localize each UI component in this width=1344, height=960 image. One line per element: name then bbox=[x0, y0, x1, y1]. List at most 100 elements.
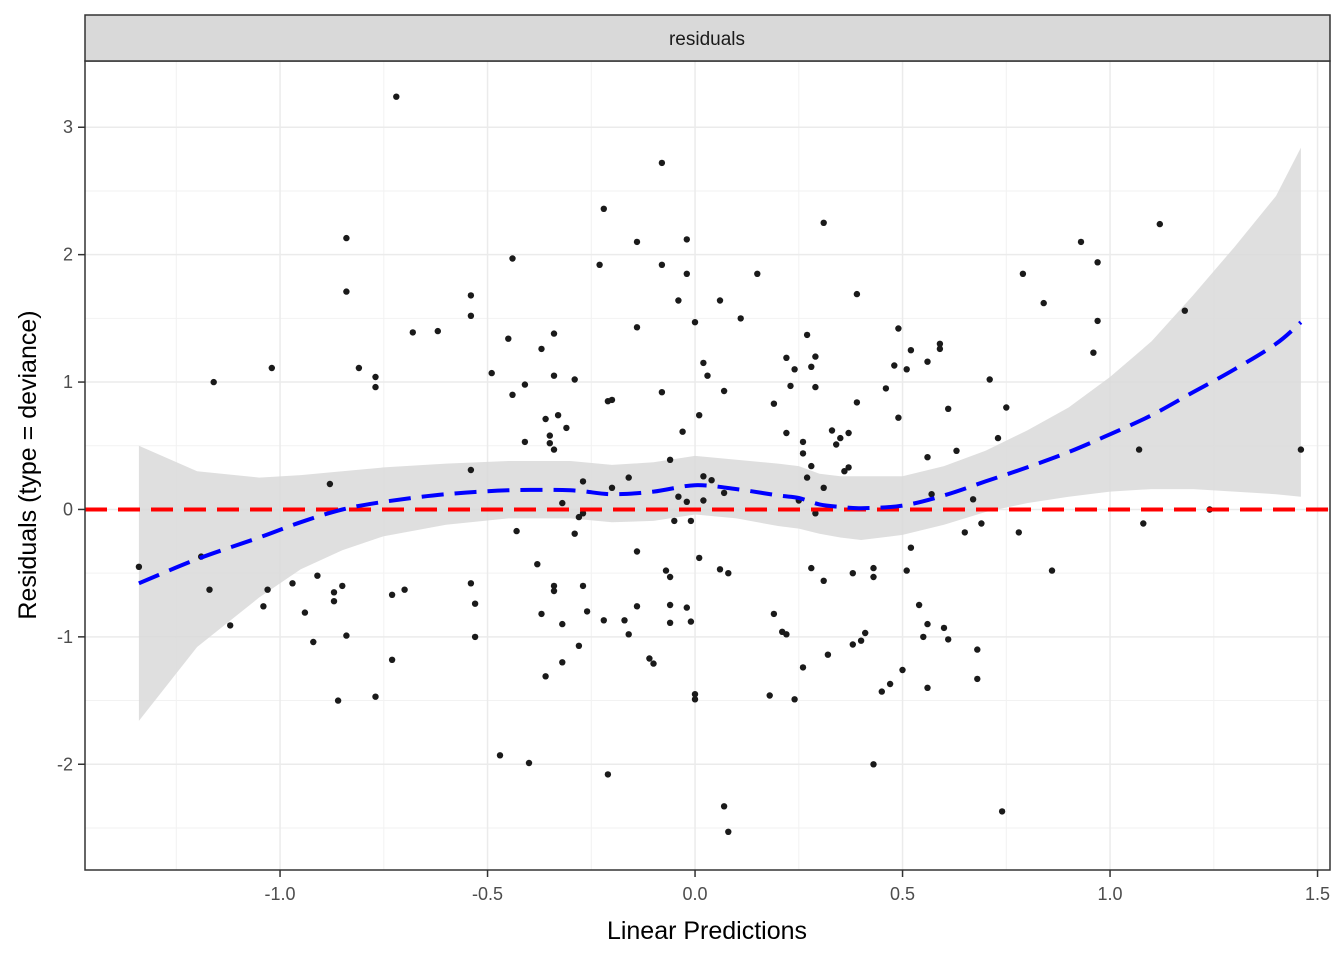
data-point bbox=[409, 329, 416, 336]
data-point bbox=[434, 327, 441, 335]
data-point bbox=[268, 364, 275, 372]
data-point bbox=[1135, 446, 1143, 453]
data-point bbox=[326, 480, 334, 488]
data-point bbox=[264, 586, 271, 593]
data-point bbox=[343, 288, 350, 295]
data-point bbox=[812, 383, 819, 391]
data-point bbox=[849, 641, 856, 648]
data-point bbox=[401, 586, 408, 593]
data-point bbox=[658, 389, 666, 396]
data-point bbox=[936, 340, 944, 347]
data-point bbox=[546, 440, 553, 447]
data-point bbox=[372, 693, 379, 700]
data-point bbox=[600, 205, 607, 212]
data-point bbox=[791, 366, 798, 373]
x-axis-ticks: -1.0 -0.5 0.0 0.5 1.0 1.5 bbox=[265, 870, 1330, 904]
data-point bbox=[828, 427, 836, 434]
data-point bbox=[833, 441, 840, 448]
data-point bbox=[787, 382, 794, 390]
data-point bbox=[770, 610, 778, 618]
data-point bbox=[513, 527, 520, 535]
data-point bbox=[683, 270, 690, 277]
data-point bbox=[812, 510, 819, 517]
data-point bbox=[841, 468, 848, 475]
data-point bbox=[542, 415, 549, 423]
data-point bbox=[546, 432, 553, 439]
data-point bbox=[388, 591, 396, 598]
data-point bbox=[679, 428, 686, 435]
data-point bbox=[559, 620, 566, 628]
data-point bbox=[135, 563, 143, 570]
data-point bbox=[289, 580, 296, 587]
data-point bbox=[845, 464, 852, 471]
x-tick-label: 0.5 bbox=[890, 884, 915, 904]
data-point bbox=[525, 759, 533, 767]
data-point bbox=[579, 478, 587, 485]
data-point bbox=[725, 828, 732, 835]
data-point bbox=[393, 93, 400, 100]
data-point bbox=[920, 633, 927, 641]
data-point bbox=[783, 429, 790, 437]
data-point bbox=[720, 489, 728, 497]
data-point bbox=[770, 400, 778, 407]
data-point bbox=[687, 517, 695, 525]
data-point bbox=[310, 638, 317, 646]
data-point bbox=[1048, 567, 1056, 574]
data-point bbox=[550, 372, 558, 379]
data-point bbox=[666, 573, 674, 581]
y-axis-ticks: -2 -1 0 1 2 3 bbox=[57, 117, 85, 774]
data-point bbox=[907, 544, 915, 551]
data-point bbox=[924, 358, 931, 365]
data-point bbox=[334, 697, 342, 704]
data-point bbox=[696, 554, 703, 562]
x-tick-label: 1.5 bbox=[1305, 884, 1330, 904]
data-point bbox=[812, 353, 819, 360]
data-point bbox=[343, 632, 350, 639]
data-point bbox=[799, 438, 807, 446]
data-point bbox=[1003, 404, 1010, 411]
facet-strip bbox=[84, 14, 1331, 62]
data-point bbox=[783, 354, 790, 361]
data-point bbox=[683, 498, 690, 505]
data-point bbox=[1094, 317, 1101, 325]
data-point bbox=[687, 618, 695, 625]
data-point bbox=[625, 631, 632, 638]
data-point bbox=[845, 429, 852, 437]
data-point bbox=[974, 646, 981, 653]
data-point bbox=[608, 484, 616, 491]
data-point bbox=[683, 604, 690, 611]
data-point bbox=[301, 609, 309, 616]
data-point bbox=[700, 497, 707, 504]
data-point bbox=[534, 561, 541, 568]
data-point bbox=[608, 396, 616, 404]
data-point bbox=[633, 238, 641, 246]
data-point bbox=[953, 447, 960, 454]
x-axis-title: Linear Predictions bbox=[607, 917, 807, 945]
data-point bbox=[974, 675, 981, 683]
data-point bbox=[849, 570, 856, 577]
data-point bbox=[343, 234, 350, 242]
data-point bbox=[783, 631, 790, 638]
data-points bbox=[135, 93, 1305, 835]
data-point bbox=[658, 261, 666, 268]
data-point bbox=[1015, 529, 1022, 536]
x-tick-label: -1.0 bbox=[265, 884, 296, 904]
data-point bbox=[559, 499, 566, 507]
data-point bbox=[666, 601, 674, 609]
data-point bbox=[882, 385, 890, 392]
data-point bbox=[799, 450, 807, 457]
data-point bbox=[550, 330, 558, 337]
data-point bbox=[579, 582, 587, 590]
data-point bbox=[559, 659, 566, 666]
data-point bbox=[372, 383, 379, 391]
data-point bbox=[820, 577, 827, 584]
data-point bbox=[330, 598, 338, 605]
data-point bbox=[820, 219, 827, 226]
data-point bbox=[471, 633, 479, 641]
data-point bbox=[675, 297, 682, 304]
data-point bbox=[314, 572, 321, 579]
data-point bbox=[206, 586, 213, 593]
data-point bbox=[940, 624, 948, 632]
data-point bbox=[691, 319, 699, 326]
data-point bbox=[824, 651, 832, 658]
